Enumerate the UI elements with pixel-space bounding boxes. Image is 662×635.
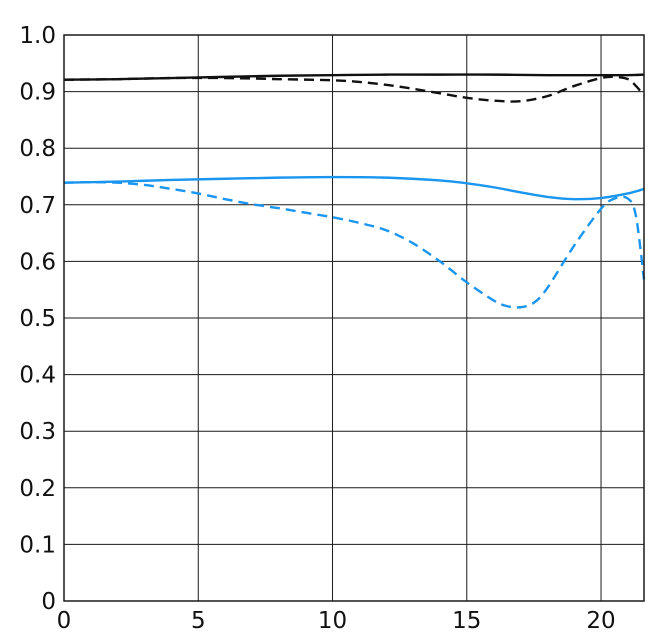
black-solid-series-line <box>63 73 645 81</box>
x-tick-label: 10 <box>318 608 347 634</box>
x-tick-label: 5 <box>191 608 206 634</box>
blue-solid-series-line <box>63 175 645 201</box>
x-axis-tick-labels: 0 5 10 15 20 <box>57 608 616 634</box>
y-tick-label: 0.1 <box>19 532 56 558</box>
grid-lines <box>63 34 644 602</box>
y-tick-label: 0 <box>41 589 56 615</box>
x-tick-label: 15 <box>452 608 481 634</box>
y-tick-label: 0.7 <box>19 193 56 219</box>
x-tick-label: 20 <box>586 608 615 634</box>
x-tick-label: 0 <box>57 608 72 634</box>
y-tick-label: 0.8 <box>19 136 56 162</box>
series-lines <box>63 73 646 309</box>
y-axis-tick-labels: 0 0.1 0.2 0.3 0.4 0.5 0.6 0.7 0.8 0.9 1.0 <box>19 23 56 615</box>
y-tick-label: 0.5 <box>19 306 56 332</box>
y-tick-label: 0.6 <box>19 249 56 275</box>
y-tick-label: 1.0 <box>19 23 56 49</box>
y-tick-label: 0.4 <box>19 363 56 389</box>
y-tick-label: 0.3 <box>19 419 56 445</box>
blue-dashed-series-line <box>63 180 646 309</box>
y-tick-label: 0.9 <box>19 80 56 106</box>
plot-frame <box>63 34 645 602</box>
y-tick-label: 0.2 <box>19 476 56 502</box>
black-dashed-series-line <box>63 75 645 103</box>
